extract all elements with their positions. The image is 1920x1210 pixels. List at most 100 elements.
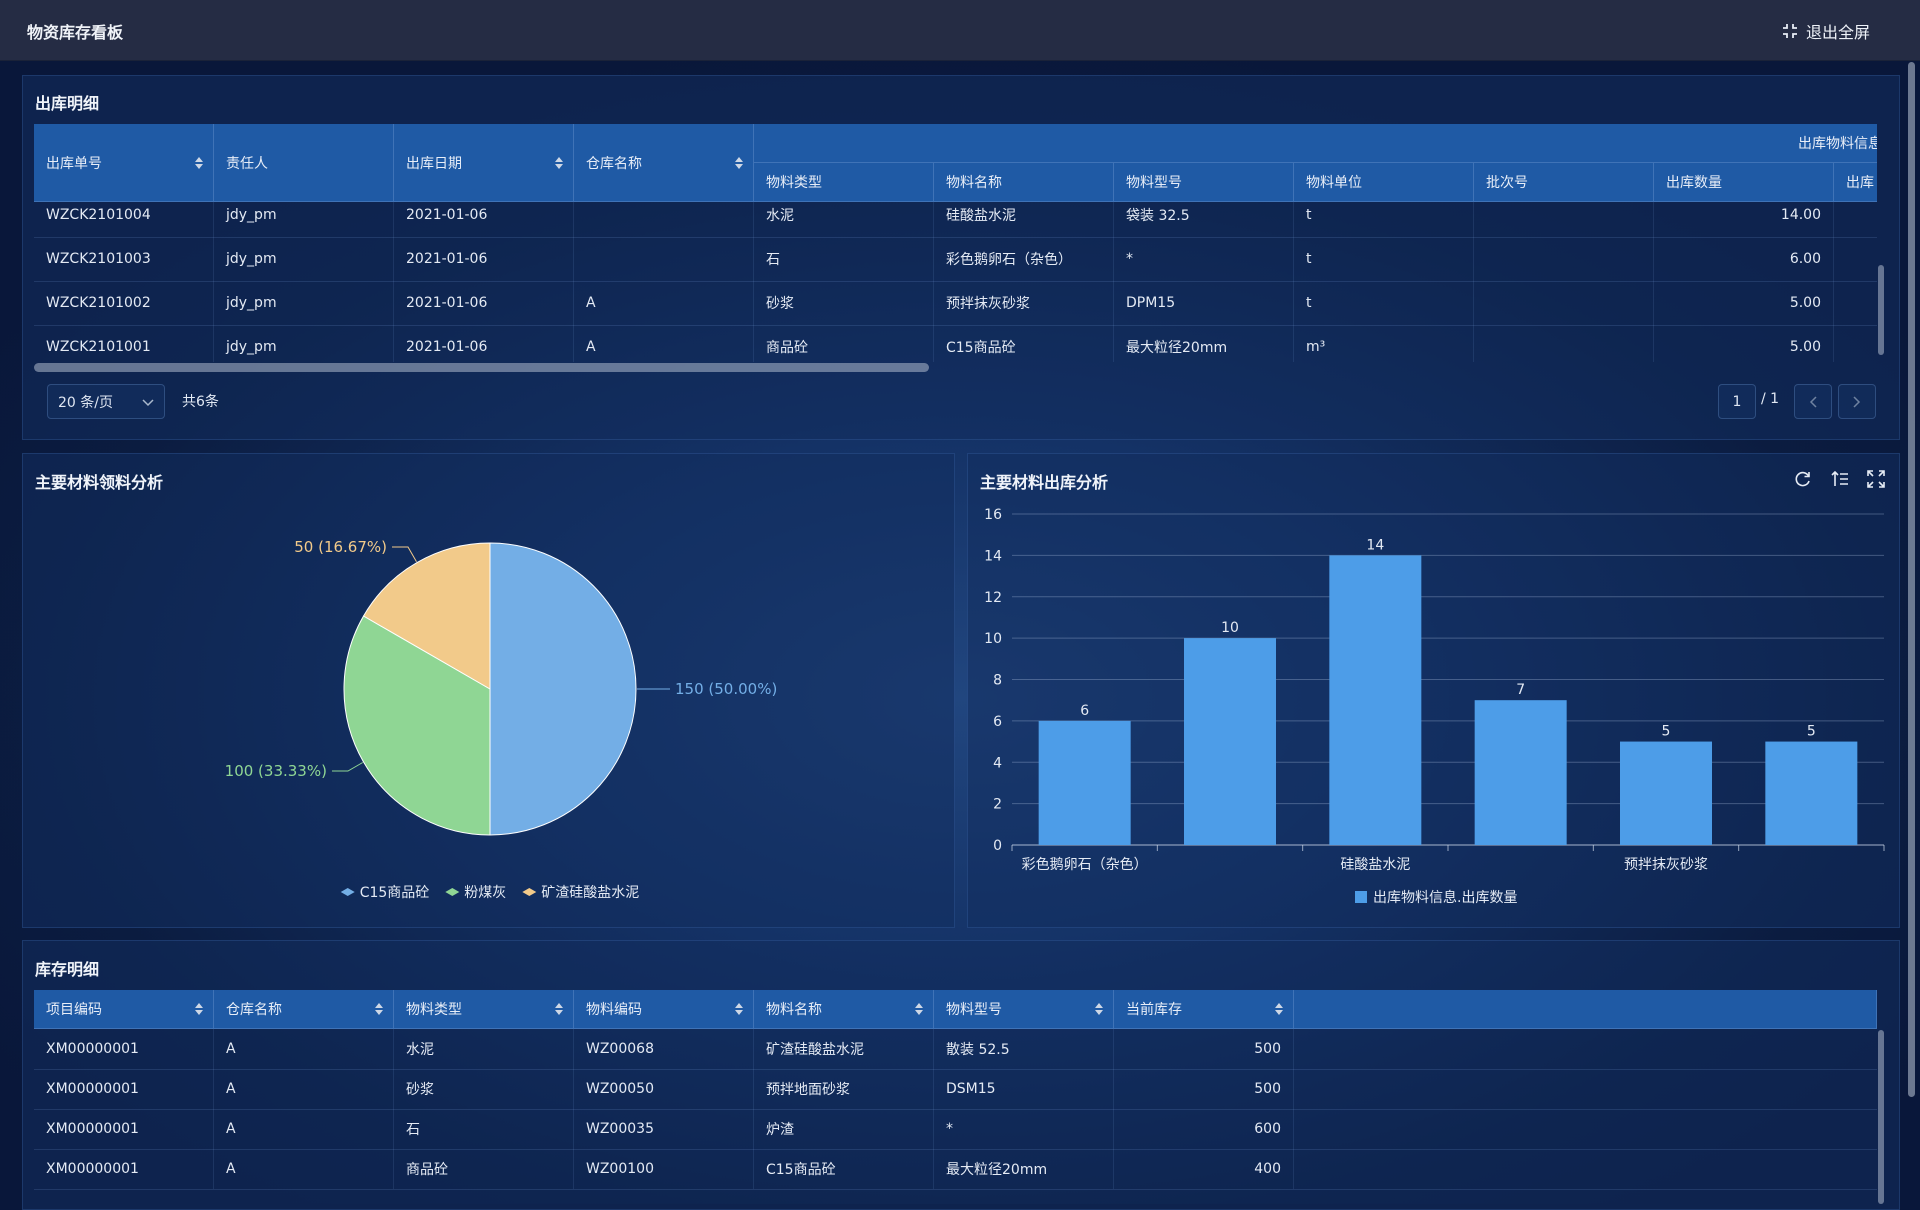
exit-fullscreen-button[interactable]: 退出全屏 [1782,20,1870,42]
table-cell: 2021-01-06 [394,325,574,362]
pie-panel: 主要材料领料分析 150 (50.00%) 100 (33.33%) 50 (16.… [22,453,955,928]
prev-icon [1809,395,1817,408]
legend-label: 出库物料信息.出库数量 [1373,889,1517,906]
table-cell: WZ00068 [574,1029,754,1069]
table-cell: 炉渣 [754,1109,934,1149]
table-cell: WZCK2101003 [34,237,214,281]
x-tick-label: 彩色鹅卵石（杂色） [1022,856,1148,873]
data-label: 5 [1807,724,1816,740]
bar [1184,638,1276,845]
refresh-icon[interactable] [1794,470,1812,488]
bar [1474,700,1567,845]
bar [1038,720,1131,845]
table-cell: 矿渣硅酸盐水泥 [754,1029,934,1069]
table-cell: XM00000001 [34,1149,214,1189]
table-cell [574,237,754,281]
column-title: 批次号 [1486,175,1528,191]
column-title: 仓库名称 [586,155,642,172]
exit-fullscreen-label: 退出全屏 [1806,23,1871,42]
prev-page-button[interactable] [1794,384,1832,419]
column-title: 出库数量 [1666,175,1722,191]
column-title: 物料类型 [406,1002,462,1018]
table-row: XM00000001 A 石 WZ00035 炉渣 * 600 [34,1109,1877,1150]
table-header-cell: 物料编码 [574,990,754,1029]
legend-marker [1355,891,1367,903]
column-title: 当前库存 [1126,1002,1182,1018]
next-page-button[interactable] [1838,384,1876,419]
bar-chart: 0 2 4 6 8 10 12 14 16 6 10 14 7 5 5 出库物料信息.出库数量 彩色鹅卵石（杂色… [984,507,1885,906]
page-size-select[interactable]: 20 条/页 [47,384,165,419]
table-header-filler [1294,990,1877,1029]
table-header-cell: 物料型号 [934,990,1114,1029]
table-cell: * [1114,237,1294,281]
table-vertical-scrollbar[interactable] [1878,265,1884,355]
legend-label: 矿渣硅酸盐水泥 [541,885,639,901]
table-cell: jdy_pm [214,237,394,281]
table-cell: 商品砼 [394,1149,574,1189]
fullscreen-icon[interactable] [1867,470,1885,488]
table-header-cell: 当前库存 [1114,990,1294,1029]
column-title: 出库 [1846,175,1874,191]
sort-icon [375,1003,383,1015]
y-tick-label: 14 [984,548,1002,564]
y-tick-label: 16 [984,507,1002,523]
data-label: 14 [1366,537,1384,553]
page-scrollbar[interactable] [1908,62,1915,1097]
table-cell [1834,237,1877,281]
y-tick-label: 4 [993,755,1002,771]
column-title: 物料型号 [1126,175,1182,191]
page-number: 1 [1732,393,1742,410]
column-title: 物料单位 [1306,175,1362,191]
data-label: 7 [1516,682,1525,698]
table-cell [1834,281,1877,325]
table-cell: jdy_pm [214,281,394,325]
table-cell: 水泥 [394,1029,574,1069]
legend: C15商品砼 粉煤灰 矿渣硅酸盐水泥 [340,885,639,901]
table-cell: 2021-01-06 [394,193,574,237]
next-icon [1853,395,1861,408]
sort-icon[interactable] [1831,470,1849,488]
panel-title: 库存明细 [35,960,100,979]
table-header-cell: 物料名称 [754,990,934,1029]
table-cell: t [1294,237,1474,281]
table-cell [1474,193,1654,237]
table-header-cell: 物料单位 [1294,163,1474,202]
table-header-cell: 物料名称 [934,163,1114,202]
column-title: 出库单号 [46,155,102,172]
column-title: 责任人 [226,155,268,172]
y-tick-label: 10 [984,631,1002,647]
table-cell: 彩色鹅卵石（杂色） [934,237,1114,281]
table-vertical-scrollbar[interactable] [1878,1030,1884,1204]
column-title: 出库日期 [406,155,462,172]
x-tick-label: 预拌抹灰砂浆 [1624,857,1708,873]
y-tick-label: 0 [993,838,1002,854]
table-cell: * [934,1109,1114,1149]
table-header-cell: 仓库名称 [214,990,394,1029]
y-tick-label: 6 [993,714,1002,730]
legend-label: C15商品砼 [360,885,430,901]
table-cell: A [214,1029,394,1069]
table-cell: WZ00100 [574,1149,754,1189]
table-header-cell: 物料类型 [754,163,934,202]
table-header-cell: 物料类型 [394,990,574,1029]
outbound-table: 出库物料信息出库单号 责任人 出库日期 仓库名称 物料类型 物料名称 物料型号 物料单位 批次号… [34,124,1877,362]
table-cell: 石 [394,1109,574,1149]
panel-title: 出库明细 [35,94,100,113]
data-label: 50 (16.67%) [294,538,387,556]
table-cell: A [214,1109,394,1149]
dropdown-arrow [142,399,154,407]
table-cell: 2021-01-06 [394,237,574,281]
bar [1765,741,1858,845]
label-line [392,546,417,562]
sort-icon [915,1003,923,1015]
sort-icon [1275,1003,1283,1015]
legend-label: 粉煤灰 [464,885,506,901]
table-row: WZCK2101003 jdy_pm 2021-01-06 石彩色鹅卵石（杂色） * t 6… [34,237,1877,282]
table-horizontal-scrollbar[interactable] [34,363,929,372]
pie-slice [362,542,491,690]
group-header-cell: 出库物料信息 [754,124,1877,163]
table-row: XM00000001 A 水泥 WZ00068 矿渣硅酸盐水泥 散装 52.5 500 [34,1029,1877,1070]
table-cell: 600 [1114,1109,1294,1149]
page-input[interactable]: 1 [1718,384,1756,419]
